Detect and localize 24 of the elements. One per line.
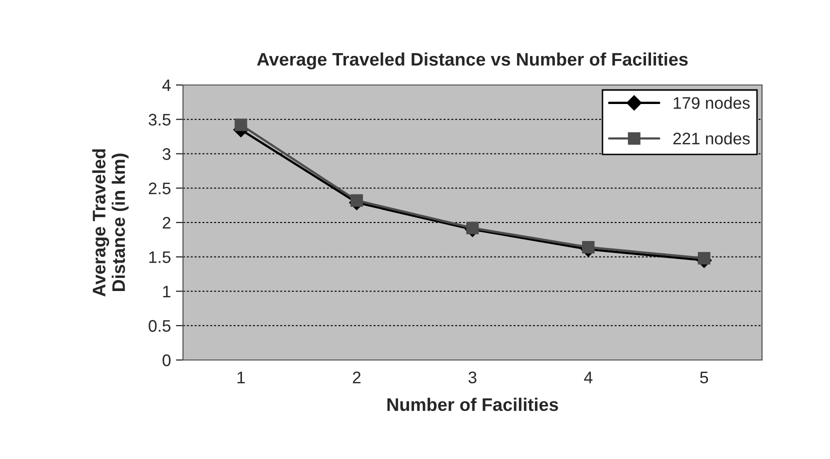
y-tick-label: 4: [162, 80, 171, 92]
point: [466, 222, 479, 234]
y-tick-label: 3.5: [148, 114, 170, 126]
x-tick-label: 4: [584, 372, 592, 384]
y-tick-label: 3: [162, 148, 170, 160]
point: [582, 241, 595, 254]
y-tick-label: 2: [162, 216, 170, 229]
y-axis-title: Average Traveled Distance (in km): [92, 149, 129, 296]
y-tick-label: 0: [162, 354, 171, 366]
x-tick-label: 1: [238, 372, 245, 384]
x-axis-title: Number of Facilities: [387, 398, 558, 412]
y-tick-label: 1: [163, 286, 170, 298]
point: [698, 252, 710, 264]
point: [350, 194, 363, 207]
y-tick-label: 2.5: [148, 182, 170, 194]
legend-label: 221 nodes: [673, 132, 750, 144]
chart-title: Average Traveled Distance vs Number of Facilities: [257, 52, 688, 70]
x-tick-label: 2: [352, 372, 360, 384]
y-tick-label: 0.5: [148, 320, 170, 332]
y-tick-label: 1.5: [149, 251, 170, 264]
x-tick-label: 5: [700, 372, 708, 384]
point: [234, 118, 248, 132]
x-tick-label: 3: [468, 372, 476, 384]
legend-label: 179 nodes: [674, 96, 750, 109]
